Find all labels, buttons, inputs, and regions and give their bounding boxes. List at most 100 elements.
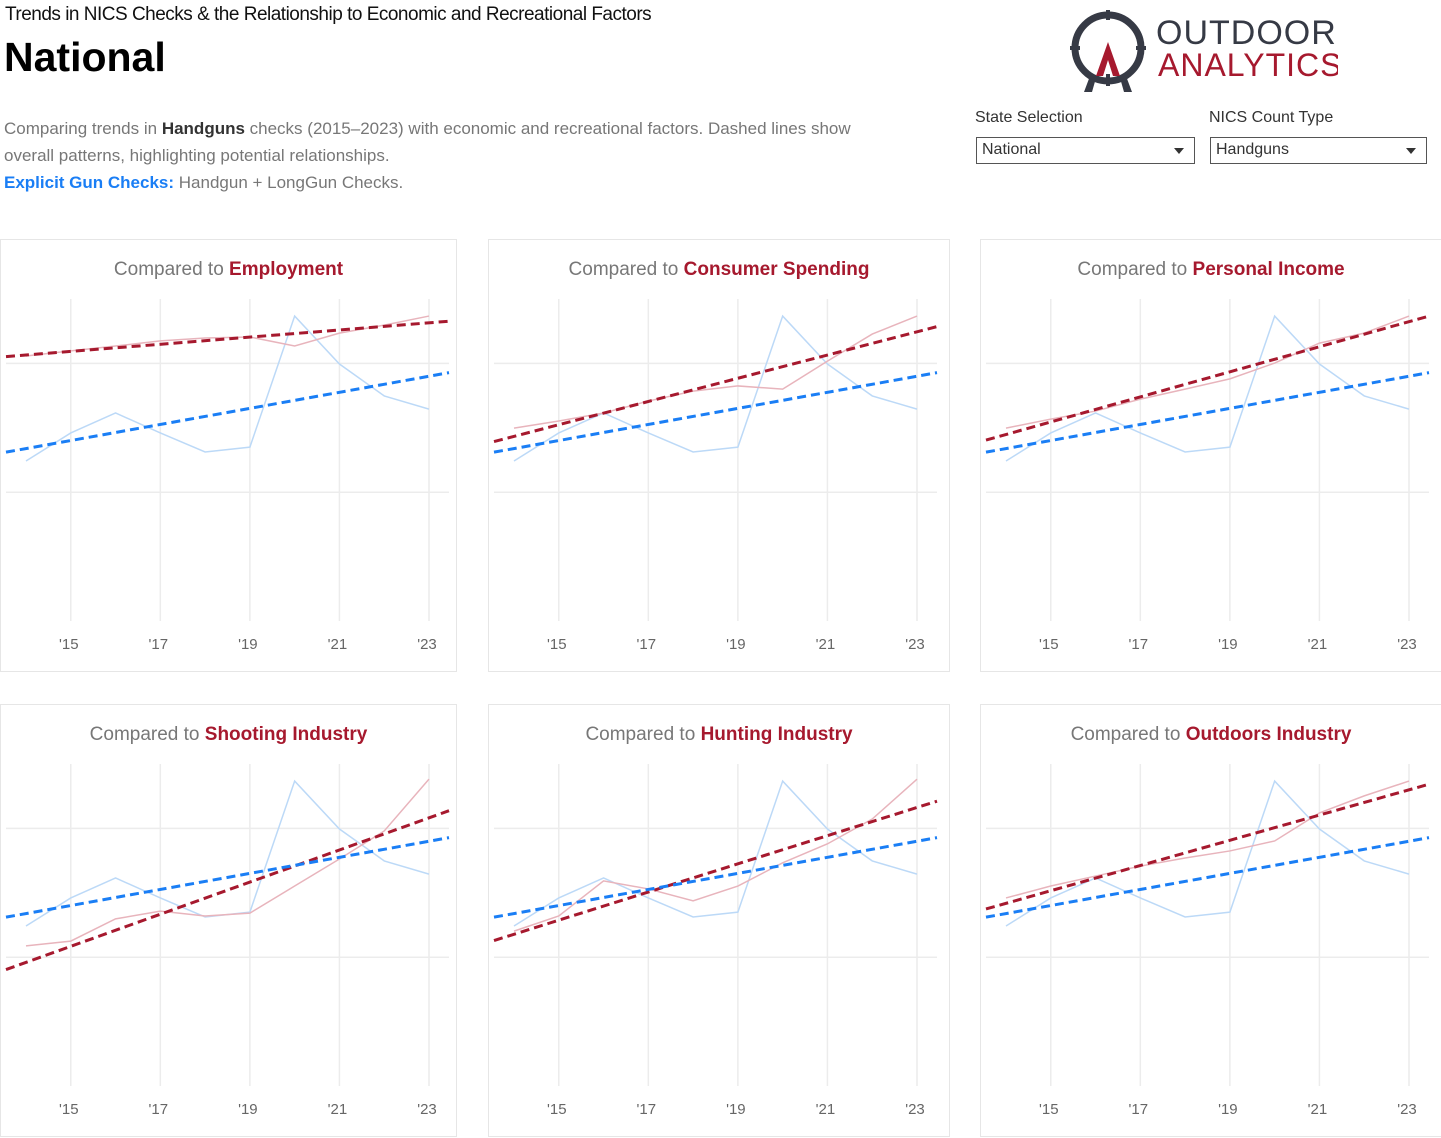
dropdown-arrow-icon	[1174, 148, 1184, 154]
chart-title: Compared to Consumer Spending	[489, 259, 949, 281]
x-tick-label: '15	[547, 636, 567, 653]
description-text: checks (2015–2023) with economic and rec…	[4, 119, 851, 165]
line-chart: '15 '17 '19 '21 '23	[5, 299, 450, 653]
factor-series-line	[513, 778, 918, 932]
dashboard-supertitle: Trends in NICS Checks & the Relationship…	[5, 4, 652, 25]
factor-name: Outdoors Industry	[1185, 724, 1352, 745]
line-chart: '15 '17 '19 '21 '23	[5, 764, 450, 1118]
title-prefix: Compared to	[113, 259, 230, 280]
chart-title: Compared to Hunting Industry	[489, 724, 949, 746]
description-text: Comparing trends in	[4, 119, 162, 138]
x-tick-label: '17	[149, 636, 169, 653]
factor-series-line	[513, 315, 918, 429]
outdoor-analytics-logo: OUTDOOR ANALYTICS	[1068, 8, 1341, 96]
x-tick-label: '19	[1218, 636, 1238, 653]
x-tick-label: '19	[238, 636, 258, 653]
title-prefix: Compared to	[1070, 724, 1186, 745]
count-type-highlight: Handguns	[161, 119, 245, 138]
explicit-label: Explicit Gun Checks:	[4, 173, 175, 192]
x-tick-label: '23	[417, 1101, 437, 1118]
x-tick-label: '21	[816, 636, 836, 653]
title-prefix: Compared to	[585, 724, 701, 745]
chart-consumer-spending: '15 '17 '19 '21 '23 Compared to Consumer Spe…	[488, 239, 950, 672]
factor-name: Hunting Industry	[700, 724, 853, 745]
x-tick-label: '21	[1308, 636, 1328, 653]
factor-series-line	[1005, 780, 1410, 899]
x-tick-label: '19	[238, 1101, 258, 1118]
nics-count-type-label: NICS Count Type	[1209, 109, 1334, 126]
line-chart: '15 '17 '19 '21 '23	[985, 299, 1430, 653]
chart-title: Compared to Personal Income	[981, 259, 1441, 281]
factor-name: Employment	[229, 259, 344, 280]
x-tick-label: '23	[905, 1101, 925, 1118]
nics-trendline	[985, 371, 1430, 454]
x-tick-label: '15	[59, 636, 79, 653]
line-chart: '15 '17 '19 '21 '23	[985, 764, 1430, 1118]
nics-trendline	[493, 371, 938, 454]
chart-hunting-industry: '15 '17 '19 '21 '23 Compared to Hunting Indu…	[488, 704, 950, 1137]
state-selection-label: State Selection	[975, 109, 1083, 126]
nics-series-line	[25, 314, 430, 462]
x-tick-label: '19	[726, 636, 746, 653]
x-tick-label: '23	[1397, 1101, 1417, 1118]
factor-series-line	[25, 315, 430, 357]
factor-trendline	[5, 319, 450, 359]
chart-title: Compared to Shooting Industry	[1, 724, 456, 746]
factor-name: Personal Income	[1192, 259, 1345, 280]
nics-series-line	[513, 779, 918, 927]
x-tick-label: '15	[1039, 636, 1059, 653]
x-tick-label: '17	[1129, 636, 1149, 653]
x-tick-label: '19	[1218, 1101, 1238, 1118]
factor-trendline	[985, 314, 1430, 442]
svg-text:OUTDOOR: OUTDOOR	[1156, 14, 1337, 52]
explicit-text: Handgun + LongGun Checks.	[174, 173, 404, 192]
nics-trendline	[493, 836, 938, 919]
factor-trendline	[493, 799, 938, 942]
chart-title: Compared to Employment	[1, 259, 456, 281]
svg-text:ANALYTICS: ANALYTICS	[1158, 47, 1338, 83]
line-chart: '15 '17 '19 '21 '23	[493, 764, 938, 1118]
x-tick-label: '21	[1308, 1101, 1328, 1118]
title-prefix: Compared to	[1077, 259, 1193, 280]
factor-name: Consumer Spending	[683, 259, 870, 280]
nics-trendline	[5, 371, 450, 454]
x-tick-label: '19	[726, 1101, 746, 1118]
chart-title: Compared to Outdoors Industry	[981, 724, 1441, 746]
x-tick-label: '15	[59, 1101, 79, 1118]
x-tick-label: '23	[1397, 636, 1417, 653]
x-tick-label: '17	[637, 636, 657, 653]
chart-outdoors-industry: '15 '17 '19 '21 '23 Compared to Outdoors Ind…	[980, 704, 1441, 1137]
title-prefix: Compared to	[89, 724, 205, 745]
nics-trendline	[5, 836, 450, 919]
state-selection-value: National	[982, 141, 1041, 158]
nics-count-type-dropdown[interactable]: Handguns	[1210, 137, 1427, 164]
line-chart: '15 '17 '19 '21 '23	[493, 299, 938, 653]
state-selection-dropdown[interactable]: National	[976, 137, 1195, 164]
dropdown-arrow-icon	[1406, 148, 1416, 154]
chart-personal-income: '15 '17 '19 '21 '23 Compared to Personal Inc…	[980, 239, 1441, 672]
x-tick-label: '15	[1039, 1101, 1059, 1118]
x-tick-label: '23	[417, 636, 437, 653]
nics-series-line	[1005, 779, 1410, 927]
factor-series-line	[25, 778, 430, 947]
nics-count-type-value: Handguns	[1216, 141, 1289, 158]
x-tick-label: '21	[328, 1101, 348, 1118]
title-prefix: Compared to	[568, 259, 684, 280]
factor-trendline	[985, 782, 1430, 911]
factor-trendline	[5, 809, 450, 971]
x-tick-label: '21	[328, 636, 348, 653]
x-tick-label: '15	[547, 1101, 567, 1118]
page-title: National	[4, 34, 166, 80]
x-tick-label: '21	[816, 1101, 836, 1118]
nics-series-line	[1005, 314, 1410, 462]
nics-series-line	[513, 314, 918, 462]
x-tick-label: '23	[905, 636, 925, 653]
x-tick-label: '17	[149, 1101, 169, 1118]
chart-employment: '15 '17 '19 '21 '23 Compared to Employment	[0, 239, 457, 672]
nics-trendline	[985, 836, 1430, 919]
x-tick-label: '17	[1129, 1101, 1149, 1118]
factor-trendline	[493, 325, 938, 444]
x-tick-label: '17	[637, 1101, 657, 1118]
factor-name: Shooting Industry	[204, 724, 368, 745]
description: Comparing trends in Handguns checks (201…	[4, 115, 904, 196]
